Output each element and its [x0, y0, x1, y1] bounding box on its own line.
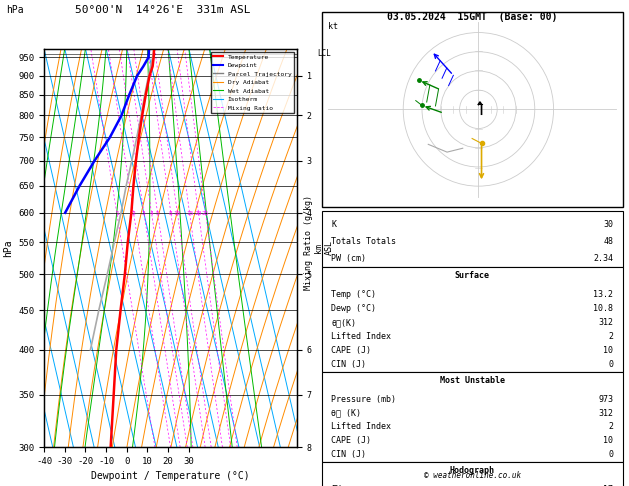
Text: 15: 15	[186, 211, 193, 216]
Text: 2.34: 2.34	[593, 254, 613, 263]
Text: 2: 2	[608, 422, 613, 432]
Bar	[322, 462, 623, 486]
Text: 2: 2	[131, 211, 135, 216]
Y-axis label: km
ASL: km ASL	[314, 241, 334, 255]
Text: 20: 20	[195, 211, 203, 216]
Text: CIN (J): CIN (J)	[331, 450, 367, 459]
Text: EH: EH	[331, 485, 342, 486]
Text: 13.2: 13.2	[593, 290, 613, 299]
Text: 1: 1	[115, 211, 119, 216]
Text: 10: 10	[603, 436, 613, 445]
Text: 17: 17	[603, 485, 613, 486]
Text: 973: 973	[598, 395, 613, 404]
Text: 48: 48	[603, 237, 613, 246]
Text: Lifted Index: Lifted Index	[331, 422, 391, 432]
Text: Pressure (mb): Pressure (mb)	[331, 395, 396, 404]
Bar	[322, 12, 623, 207]
Text: 4: 4	[150, 211, 153, 216]
Text: 10.8: 10.8	[593, 304, 613, 313]
Text: 312: 312	[598, 409, 613, 417]
Text: 0: 0	[608, 450, 613, 459]
Text: CIN (J): CIN (J)	[331, 360, 367, 369]
Text: Temp (°C): Temp (°C)	[331, 290, 376, 299]
Text: K: K	[331, 220, 337, 229]
Text: 03.05.2024  15GMT  (Base: 00): 03.05.2024 15GMT (Base: 00)	[387, 12, 557, 22]
Text: hPa: hPa	[6, 5, 24, 15]
Legend: Temperature, Dewpoint, Parcel Trajectory, Dry Adiabat, Wet Adiabat, Isotherm, Mi: Temperature, Dewpoint, Parcel Trajectory…	[211, 52, 294, 113]
Y-axis label: hPa: hPa	[3, 239, 13, 257]
Bar	[322, 211, 623, 267]
Text: Surface: Surface	[455, 271, 490, 280]
Bar	[322, 267, 623, 372]
Text: 8: 8	[169, 211, 173, 216]
Text: 10: 10	[174, 211, 181, 216]
Text: θᴄ (K): θᴄ (K)	[331, 409, 362, 417]
Text: Lifted Index: Lifted Index	[331, 332, 391, 341]
Text: CAPE (J): CAPE (J)	[331, 436, 371, 445]
Text: Totals Totals: Totals Totals	[331, 237, 396, 246]
Text: kt: kt	[328, 22, 338, 31]
Text: 30: 30	[603, 220, 613, 229]
Text: 50°00'N  14°26'E  331m ASL: 50°00'N 14°26'E 331m ASL	[75, 5, 251, 15]
Text: Hodograph: Hodograph	[450, 466, 495, 475]
Text: LCL: LCL	[317, 50, 331, 58]
Text: 312: 312	[598, 318, 613, 327]
Text: 2: 2	[608, 332, 613, 341]
Text: PW (cm): PW (cm)	[331, 254, 367, 263]
Text: 10: 10	[603, 346, 613, 355]
Text: 3: 3	[142, 211, 146, 216]
Text: 25: 25	[202, 211, 209, 216]
Text: CAPE (J): CAPE (J)	[331, 346, 371, 355]
Text: Dewp (°C): Dewp (°C)	[331, 304, 376, 313]
Text: 0: 0	[608, 360, 613, 369]
Text: θᴄ(K): θᴄ(K)	[331, 318, 357, 327]
Text: © weatheronline.co.uk: © weatheronline.co.uk	[424, 471, 521, 480]
Bar	[322, 372, 623, 462]
X-axis label: Dewpoint / Temperature (°C): Dewpoint / Temperature (°C)	[91, 471, 250, 482]
Text: Most Unstable: Most Unstable	[440, 376, 505, 385]
Text: Mixing Ratio (g/kg): Mixing Ratio (g/kg)	[304, 195, 313, 291]
Text: 5: 5	[156, 211, 160, 216]
